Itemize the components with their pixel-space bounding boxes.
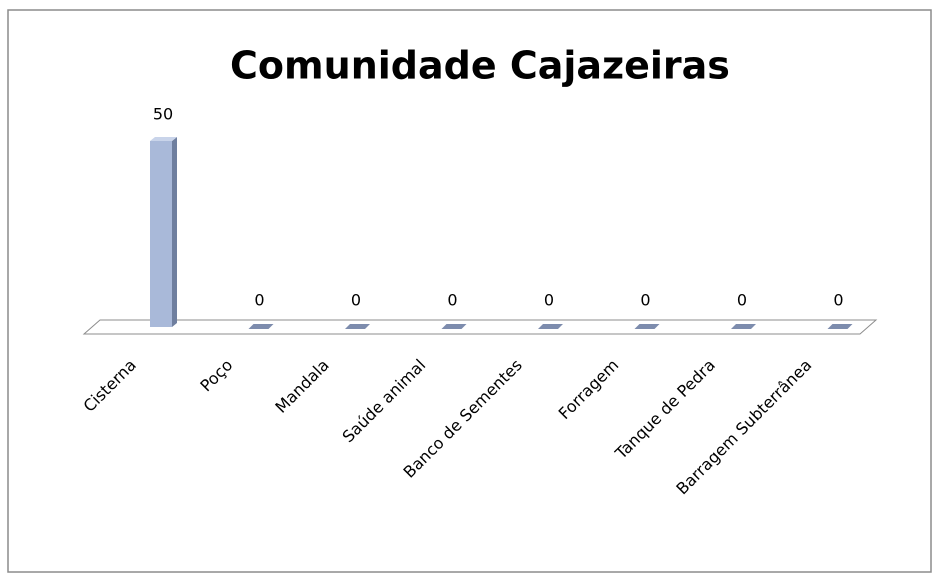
value-label: 0 [737,291,747,310]
value-label: 0 [640,291,650,310]
value-label: 0 [254,291,264,310]
chart-border [7,9,932,573]
bar [150,137,177,327]
bar-flat [827,324,853,329]
bar [731,324,756,329]
value-label: 0 [833,291,843,310]
bar-flat [441,324,467,329]
bar-flat [634,324,660,329]
bar [248,324,274,329]
bar-flat [538,324,563,329]
floor [82,319,878,335]
bar-flat [248,324,274,329]
chart-title: Comunidade Cajazeiras [230,44,730,88]
value-label: 0 [544,291,554,310]
value-label: 0 [447,291,457,310]
value-label: 50 [153,105,173,124]
bar-side [172,137,177,327]
bar [345,324,370,329]
bar [827,324,853,329]
bar [441,324,467,329]
value-label: 0 [351,291,361,310]
bar-front [150,141,172,327]
bar [538,324,563,329]
bar-top [150,137,177,141]
bar-flat [345,324,370,329]
bar [634,324,660,329]
bar-flat [731,324,756,329]
